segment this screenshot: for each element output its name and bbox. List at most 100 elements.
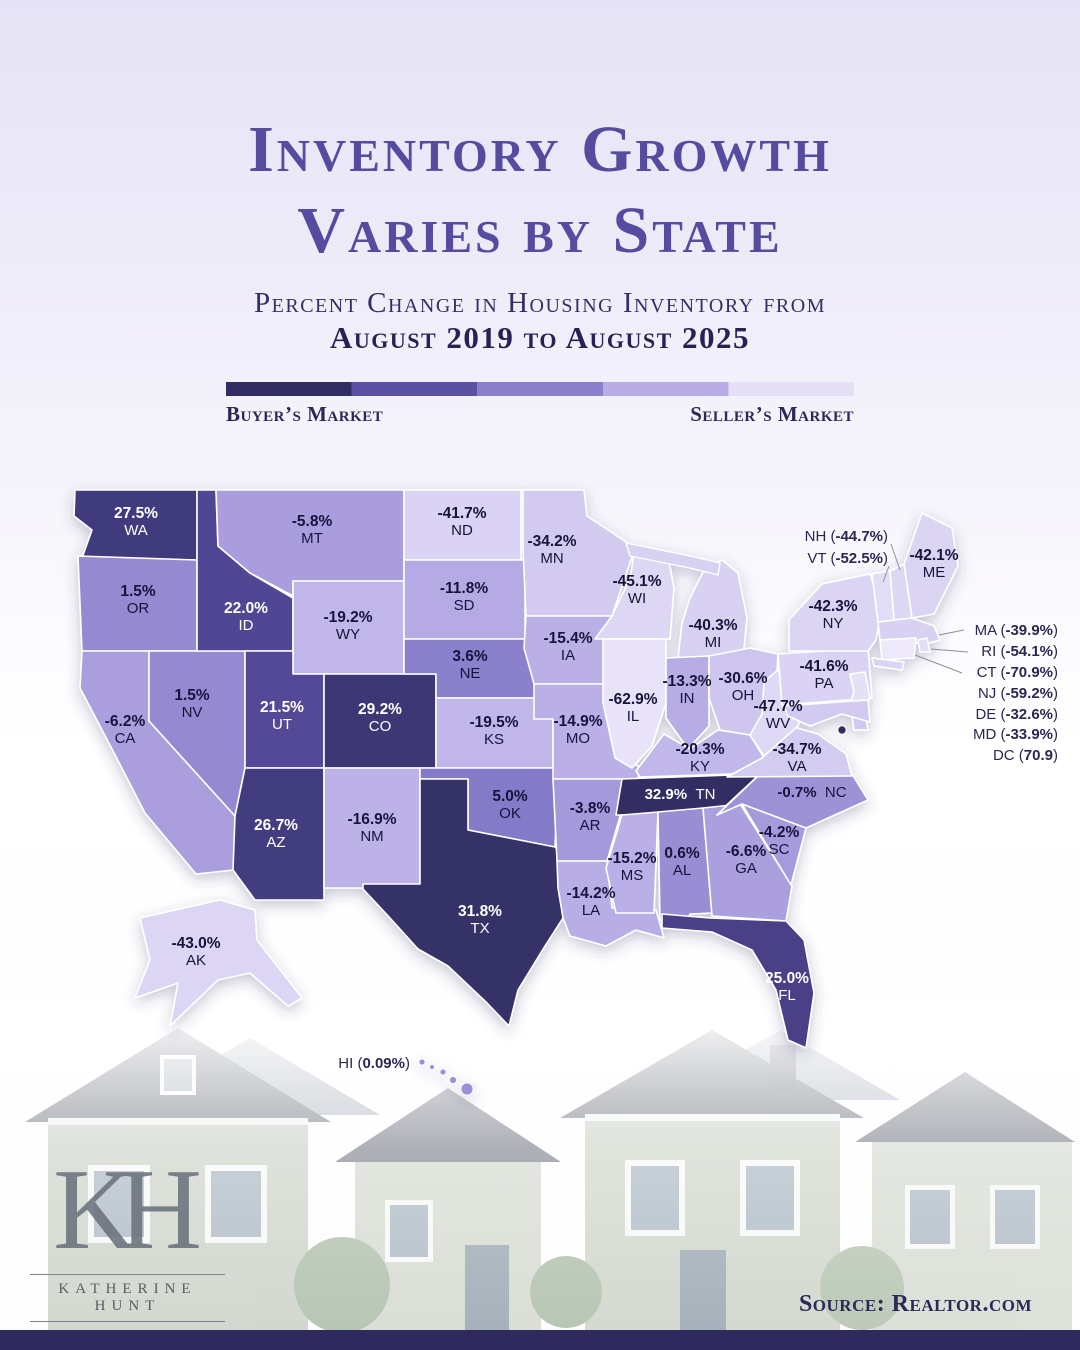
state-abbr-FL: FL [778,987,796,1004]
brand-logo: KH Katherine Hunt [30,1152,225,1322]
state-value-WY: -19.2% [323,609,372,626]
state-abbr-LA: LA [582,902,600,919]
leader-line-CT [914,654,963,674]
state-value-TX: 31.8% [458,903,502,920]
state-value-MN: -34.2% [527,533,576,550]
state-shape-LA [556,860,665,947]
us-choropleth-map: 27.5%WA1.5%OR-6.2%CA1.5%NV22.0%ID-5.8%MT… [73,489,1058,1096]
state-abbr-VA: VA [788,758,807,775]
state-abbr-WV: WV [766,715,790,732]
state-value-IN: -13.3% [662,673,711,690]
state-value-LA: -14.2% [566,885,615,902]
state-value-NY: -42.3% [808,598,857,615]
state-abbr-IA: IA [561,647,575,664]
state-abbr-GA: GA [735,860,757,877]
state-abbr-NV: NV [182,704,203,721]
legend: Buyer’s Market Seller’s Market [226,382,854,427]
logo-name: Katherine Hunt [30,1274,225,1322]
state-island-HI [439,1068,447,1076]
state-abbr-IL: IL [627,708,640,725]
state-abbr-MT: MT [301,530,323,547]
state-value-GA: -6.6% [726,843,767,860]
state-abbr-AK: AK [186,952,206,969]
leader-line-RI [930,648,969,653]
page-title: Inventory Growth Varies by State [0,110,1080,271]
state-shape-VA [726,725,853,778]
subtitle-line2: August 2019 to August 2025 [329,320,751,356]
state-value-SD: -11.8% [440,580,488,597]
state-island-HI [429,1064,435,1070]
state-abbr-NE: NE [460,665,481,682]
state-value-AZ: 26.7% [254,817,298,834]
state-abbr-MN: MN [540,550,563,567]
state-value-CA: -6.2% [105,713,146,730]
state-shape-MI-part2 [625,542,721,576]
leader-line-MA [938,629,965,636]
state-dot-DC [837,725,847,735]
state-value-AR: -3.8% [570,800,611,817]
side-label-DE: DE (-32.6%) [975,706,1058,723]
state-value-PA: -41.6% [799,658,848,675]
state-value-ME: -42.1% [909,547,958,564]
state-shape-IL [602,638,667,769]
state-value-MI: -40.3% [688,617,737,634]
state-shape-NY-part2 [871,657,905,671]
state-abbr-CO: CO [369,718,392,735]
state-abbr-AL: AL [673,862,691,879]
state-abbr-KS: KS [484,731,504,748]
state-shape-MD [783,699,871,727]
state-label-TN: 32.9% TN [645,786,716,803]
state-island-HI [418,1058,426,1066]
side-label-NH: NH (-44.7%) [805,528,888,545]
header: Inventory Growth Varies by State Percent… [0,110,1080,427]
state-abbr-CA: CA [115,730,136,747]
state-abbr-OH: OH [732,687,755,704]
state-shapes-layer [73,489,959,1096]
state-abbr-NM: NM [360,828,383,845]
state-value-AL: 0.6% [664,845,700,862]
state-label-NC: -0.7% NC [777,784,846,801]
state-value-KS: -19.5% [469,714,518,731]
state-abbr-ND: ND [451,522,473,539]
state-abbr-TX: TX [470,920,489,937]
state-value-FL: 25.0% [765,970,809,987]
state-abbr-WY: WY [336,626,360,643]
state-value-MS: -15.2% [607,850,656,867]
state-abbr-MI: MI [705,634,722,651]
state-abbr-IN: IN [680,690,695,707]
state-value-AK: -43.0% [171,935,220,952]
state-value-NM: -16.9% [347,811,396,828]
state-value-OH: -30.6% [718,670,767,687]
side-label-MA: MA (-39.9%) [975,622,1058,639]
state-abbr-OK: OK [499,805,521,822]
state-abbr-KY: KY [690,758,710,775]
side-label-RI: RI (-54.1%) [981,643,1058,660]
state-shape-MN [522,489,636,617]
side-label-DC: DC (70.9) [993,747,1058,764]
state-abbr-WA: WA [124,522,148,539]
legend-gradient-bar [226,382,854,397]
state-value-NV: 1.5% [174,687,210,704]
side-label-HI: HI (0.09%) [338,1055,410,1072]
state-shape-RI [917,637,931,653]
state-abbr-ME: ME [923,564,946,581]
state-value-SC: -4.2% [759,824,800,841]
state-value-UT: 21.5% [260,699,304,716]
state-abbr-AR: AR [580,817,601,834]
houses-illustration [0,1000,1080,1330]
state-shape-TX [362,778,564,1027]
state-value-OK: 5.0% [492,788,528,805]
state-shape-FL [661,913,815,1049]
state-value-IL: -62.9% [608,691,657,708]
leader-lines-layer [882,543,969,674]
side-label-VT: VT (-52.5%) [807,550,888,567]
state-island-HI [449,1076,457,1084]
leader-line-NH [890,543,901,571]
legend-labels: Buyer’s Market Seller’s Market [226,402,854,427]
bottom-bar [0,1330,1080,1350]
state-value-WI: -45.1% [612,573,661,590]
legend-buyers-market-label: Buyer’s Market [226,402,384,427]
source-credit: Source: Realtor.com [798,1291,1032,1317]
state-shape-AK [134,899,303,1027]
